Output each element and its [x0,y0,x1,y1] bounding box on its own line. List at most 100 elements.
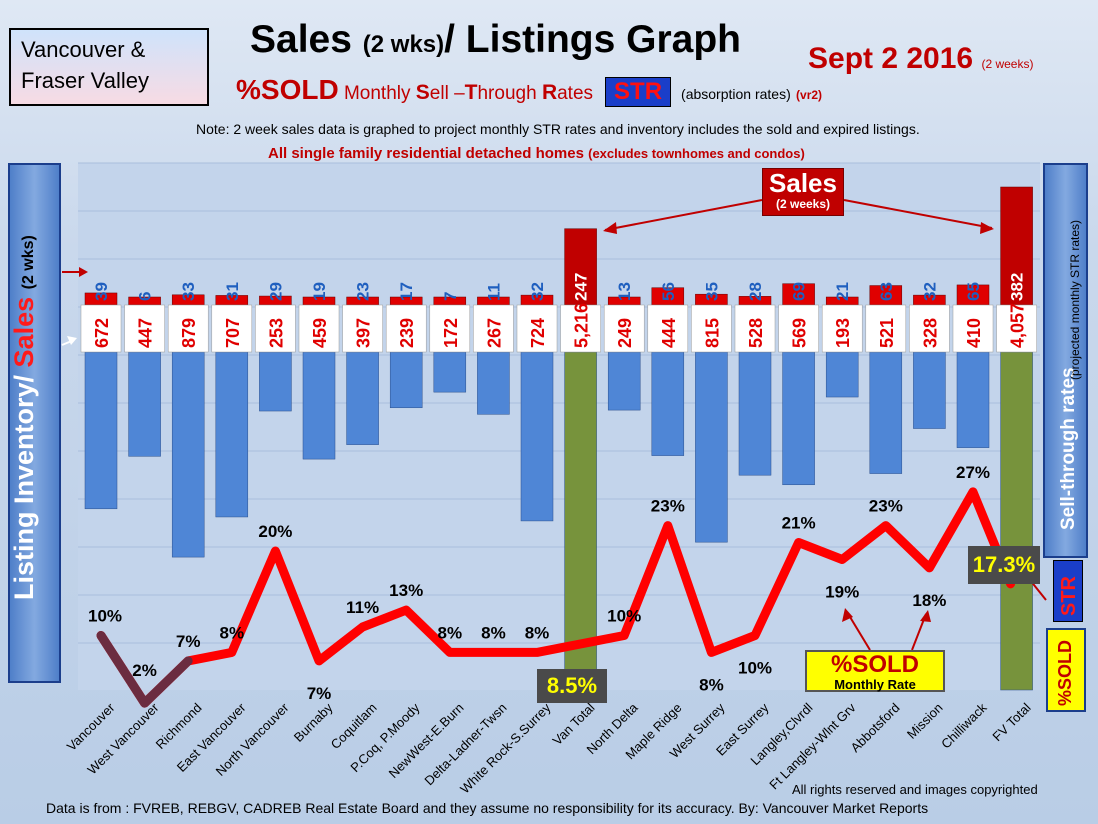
inventory-bar [825,351,859,398]
inventory-value-label: 707 [223,318,243,348]
inventory-bar [520,351,554,522]
sales-bar [564,228,597,306]
inventory-value-label: 4,057 [1008,303,1028,348]
inventory-value-label: 328 [920,318,940,348]
inventory-value-label: 815 [702,318,722,348]
sales-value-label: 19 [310,282,329,301]
sold-rate-line-dark [96,631,193,708]
sales-value-label: 23 [354,282,373,301]
inventory-value-label: 879 [179,318,199,348]
sold-rate-label: 21% [782,514,816,533]
inventory-box [80,304,122,353]
sales-value-label: 17 [397,282,416,301]
sales-value-label: 39 [92,282,111,301]
sales-callout: Sales (2 weeks) [762,168,844,216]
note-scope: All single family residential detached h… [268,145,805,162]
inventory-bar [782,351,815,486]
note-text: Note: 2 week sales data is graphed to pr… [196,121,920,137]
inventory-bar [259,351,292,412]
inventory-box [385,304,427,353]
inventory-bar [956,351,990,448]
sold-rate-label: 23% [869,497,903,516]
inventory-bar [869,351,903,474]
sales-value-label: 21 [833,282,852,301]
right-axis-panel [1043,163,1088,558]
sold-rate-label: 8% [220,623,245,642]
inventory-value-label: 397 [354,318,374,348]
inventory-box [778,304,819,353]
sales-value-label: 35 [702,282,721,301]
inventory-bar [128,351,161,457]
sold-legend-sub: Monthly Rate [834,677,916,692]
sales-value-label: 247 [572,273,591,301]
left-axis-panel [8,163,61,683]
inventory-box [560,304,601,353]
sales-value-label: 28 [746,282,765,301]
inventory-bar [651,351,685,456]
inventory-box [516,304,558,353]
sold-rate-label: 8% [699,675,724,694]
sold-legend: %SOLD Monthly Rate [805,650,945,692]
date-small: (2 weeks) [981,57,1034,71]
subtitle-ell: ell – [429,83,465,104]
inventory-box [255,304,296,353]
sales-callout-main: Sales [769,168,837,198]
sold-legend-main: %SOLD [830,651,919,678]
inventory-value-label: 239 [397,318,417,348]
subtitle-vr: (vr2) [796,88,823,102]
inventory-value-label: 444 [659,318,679,348]
sales-bar [1000,186,1033,306]
inventory-box [734,304,776,353]
inventory-box [647,304,689,353]
sales-value-label: 63 [877,282,896,301]
sold-rate-label: 11% [346,598,379,617]
inventory-axis-arrowhead [67,336,77,345]
inventory-bar [738,351,772,476]
title-main: Sales [250,18,352,61]
subtitle-hrough: hrough [477,83,537,104]
sales-arrowhead-right [980,222,994,234]
subtitle-monthly: Monthly [343,83,411,104]
inventory-box [124,304,165,353]
inventory-bar [913,351,946,429]
inventory-bar [695,351,728,543]
sales-value-label: 31 [223,282,242,301]
legend-arrowhead-1 [842,608,853,622]
inventory-bar [346,351,379,445]
sold-rate-label: 7% [307,684,332,703]
inventory-value-label: 521 [877,318,897,348]
inventory-box [211,304,253,353]
source-note: Data is from : FVREB, REBGV, CADREB Real… [46,800,929,816]
sales-value-label: 65 [964,282,983,301]
sold-rate-label: 10% [88,607,122,626]
title-paren: (2 wks) [362,31,445,58]
sales-value-label: 32 [528,282,547,301]
chart-title: Sales (2 wks)/ Listings Graph [250,18,741,62]
inventory-bar [389,351,423,409]
sold-side-badge [1046,628,1086,712]
sold-rate-label: 13% [389,581,423,600]
inventory-bar [564,351,597,691]
inventory-value-label: 724 [528,318,548,348]
inventory-box [342,304,383,353]
sales-arrowhead-left [603,222,617,234]
subtitle-pct: %SOLD [236,74,339,105]
sales-value-label: 33 [179,282,198,301]
inventory-box [298,304,340,353]
sales-value-label: 13 [615,282,634,301]
inventory-value-label: 267 [484,318,504,348]
sold-rate-label: 2% [132,661,157,680]
title-rest: / Listings Graph [444,18,742,61]
inventory-bar [477,351,510,415]
fv-total-str: 17.3% [968,546,1040,584]
subtitle-s: S [415,81,430,104]
inventory-bar [1000,351,1033,691]
sold-rate-label: 19% [825,582,859,601]
inventory-box [865,304,907,353]
inventory-value-label: 447 [136,318,156,348]
str-badge: STR [605,77,672,107]
inventory-bar [433,351,467,393]
region-line-1: Vancouver & [21,37,146,62]
inventory-box [821,304,863,353]
sold-rate-label: 8% [525,623,550,642]
